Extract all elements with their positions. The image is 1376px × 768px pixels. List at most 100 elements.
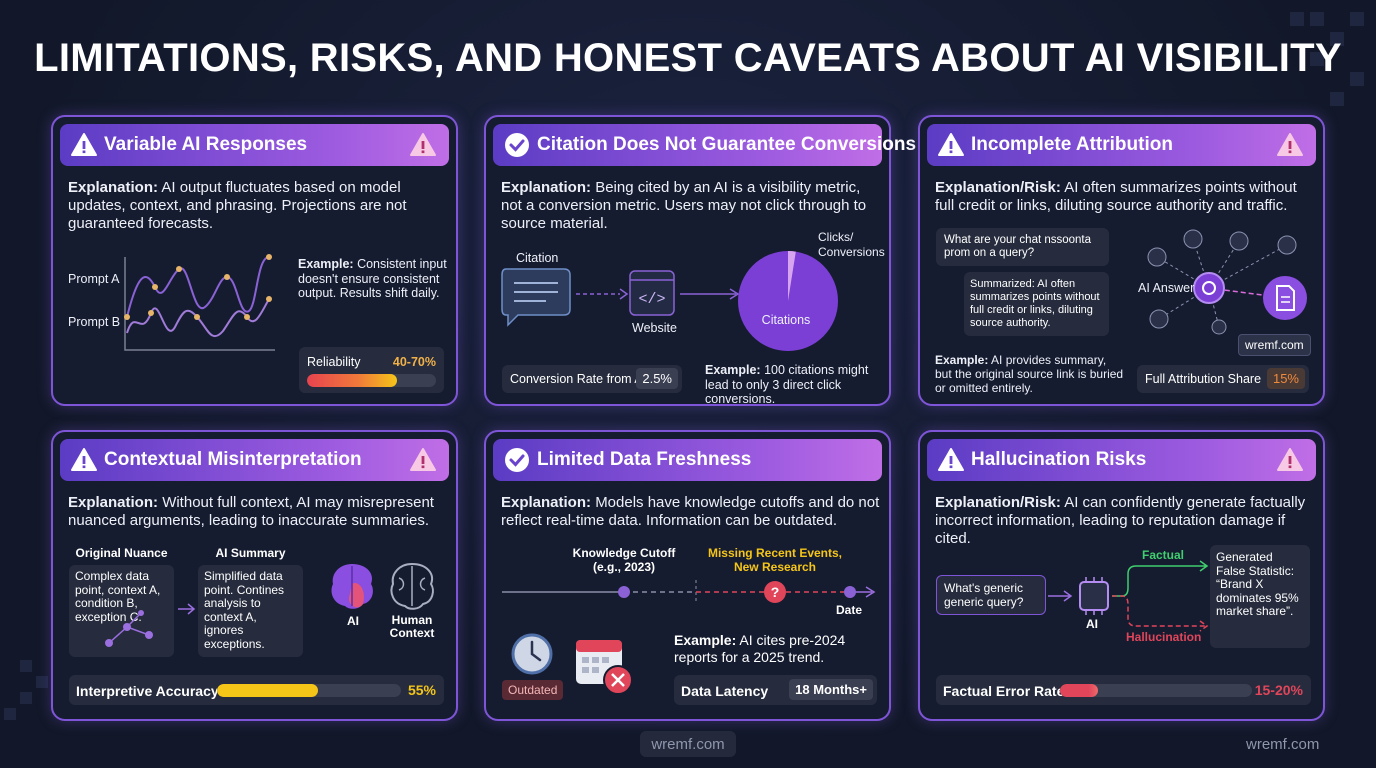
meter-track bbox=[307, 374, 436, 387]
graphic-circle bbox=[1277, 235, 1297, 255]
card-header: Citation Does Not Guarantee Conversions bbox=[493, 124, 916, 166]
graphic-g bbox=[514, 282, 558, 302]
graphic-line bbox=[1156, 256, 1210, 289]
graphic-rect bbox=[1350, 72, 1364, 86]
card: Contextual Misinterpretation Explanation… bbox=[51, 430, 458, 721]
hallucination-flow bbox=[1048, 560, 1209, 632]
graphic-text: </> bbox=[638, 291, 665, 308]
graphic-rect bbox=[1310, 52, 1324, 66]
page-title: LIMITATIONS, RISKS, AND HONEST CAVEATS A… bbox=[34, 36, 1342, 80]
text: Consistent input doesn't ensure consiste… bbox=[298, 257, 447, 300]
example: Example: AI cites pre-2024 reports for a… bbox=[674, 632, 874, 666]
graphic-rect bbox=[82, 141, 86, 149]
network-icon bbox=[105, 610, 153, 647]
graphic-path bbox=[1112, 560, 1209, 597]
meter-fill bbox=[1060, 684, 1099, 697]
label: Example: bbox=[298, 257, 354, 271]
graphic-g bbox=[582, 657, 609, 673]
graphic-path bbox=[865, 586, 876, 598]
stat-label: Data Latency bbox=[681, 683, 769, 699]
example: Example: Consistent input doesn't ensure… bbox=[298, 257, 448, 301]
graphic-rect bbox=[1310, 12, 1324, 26]
card: Citation Does Not Guarantee Conversions … bbox=[484, 115, 916, 406]
warning-icon bbox=[410, 448, 436, 471]
graphic-rect bbox=[82, 465, 86, 469]
graphic-path bbox=[619, 288, 629, 300]
graphic-rect bbox=[82, 456, 86, 464]
graphic-rect bbox=[421, 141, 425, 149]
explanation: Explanation: Models have knowledge cutof… bbox=[501, 494, 881, 530]
text: 100 citations might lead to only 3 direc… bbox=[705, 363, 869, 406]
text: AI cites pre-2024 reports for a 2025 tre… bbox=[674, 632, 846, 665]
graphic-line bbox=[108, 626, 128, 644]
graphic-rect bbox=[20, 660, 32, 672]
text: AI provides summary, but the original so… bbox=[935, 353, 1124, 395]
graphic-rect bbox=[949, 150, 953, 154]
freshness-icons bbox=[511, 633, 633, 695]
stat-label: Conversion Rate from AI bbox=[510, 372, 647, 386]
graphic-rect bbox=[1288, 150, 1292, 154]
graphic-rect bbox=[1350, 12, 1364, 26]
graphic-circle bbox=[505, 133, 529, 157]
card: Hallucination Risks Explanation/Risk: AI… bbox=[918, 430, 1325, 721]
meter-value: 55% bbox=[407, 682, 436, 698]
label: Example: bbox=[705, 363, 761, 377]
label: Explanation/Risk: bbox=[935, 494, 1061, 511]
card-heading: Variable AI Responses bbox=[104, 134, 308, 155]
graphic-path bbox=[1048, 590, 1073, 602]
graphic-path bbox=[398, 566, 426, 606]
box-title: AI Summary bbox=[215, 546, 286, 560]
graphic-circle bbox=[138, 610, 144, 616]
graphic-circle bbox=[105, 639, 113, 647]
text: AI often summarizes points without full … bbox=[935, 179, 1297, 214]
diagram-label: Website bbox=[632, 321, 677, 335]
graphic-circle bbox=[1183, 229, 1203, 249]
pie-slice bbox=[788, 251, 796, 301]
card-heading: Citation Does Not Guarantee Conversions bbox=[537, 134, 917, 155]
stat-label: Full Attribution Share bbox=[1145, 372, 1262, 386]
graphic-path bbox=[509, 454, 525, 467]
graphic-circle bbox=[1202, 281, 1216, 295]
check-icon bbox=[505, 133, 529, 157]
graphic-rect bbox=[592, 657, 599, 663]
example: Example: AI provides summary, but the or… bbox=[935, 353, 1125, 395]
graphic-circle bbox=[1263, 276, 1307, 320]
graphic-circle bbox=[145, 631, 153, 639]
meter-label: Factual Error Rate bbox=[943, 683, 1065, 699]
text: AI output fluctuates based on model upda… bbox=[68, 179, 407, 232]
graphic-path bbox=[611, 673, 625, 687]
graphic-path bbox=[1276, 285, 1295, 311]
graphic-circle bbox=[1193, 272, 1225, 304]
graphic-rect bbox=[949, 141, 953, 149]
pie-label: Clicks/ Conversions bbox=[818, 230, 885, 259]
card-header: Hallucination Risks bbox=[927, 439, 1316, 481]
graphic-path bbox=[390, 562, 434, 610]
series-label: Prompt B bbox=[68, 315, 121, 329]
graphic-circle bbox=[618, 586, 630, 598]
meter-fill bbox=[217, 684, 319, 697]
stat-box: Full Attribution Share 15% bbox=[1137, 365, 1309, 393]
card-heading: Contextual Misinterpretation bbox=[104, 449, 362, 470]
stat-value: 15% bbox=[1266, 368, 1305, 389]
card-heading: Limited Data Freshness bbox=[537, 449, 752, 470]
meter-track bbox=[1060, 684, 1252, 697]
graphic-circle bbox=[148, 310, 154, 316]
graphic-rect bbox=[582, 657, 589, 663]
text-box: Simplified data point. Contines analysis… bbox=[198, 565, 303, 657]
citation-flow: </> bbox=[501, 268, 740, 327]
flow-label: AI bbox=[1086, 617, 1098, 631]
diagram-label: AI Answer bbox=[1138, 281, 1195, 295]
meter: Interpretive Accuracy 55% bbox=[69, 675, 444, 705]
pie-label: Citations bbox=[761, 313, 811, 327]
explanation: Explanation/Risk: AI often summarizes po… bbox=[935, 179, 1315, 215]
text-box: Complex data point, context A, condition… bbox=[69, 565, 174, 657]
warning-icon bbox=[938, 448, 964, 471]
graphic-rect bbox=[1288, 465, 1292, 469]
graphic-circle bbox=[124, 314, 130, 320]
graphic-rect bbox=[949, 465, 953, 469]
label: Example: bbox=[935, 353, 989, 367]
card-header: Contextual Misinterpretation bbox=[60, 439, 449, 481]
graphic-rect bbox=[582, 667, 589, 673]
warning-icon bbox=[1277, 133, 1303, 156]
